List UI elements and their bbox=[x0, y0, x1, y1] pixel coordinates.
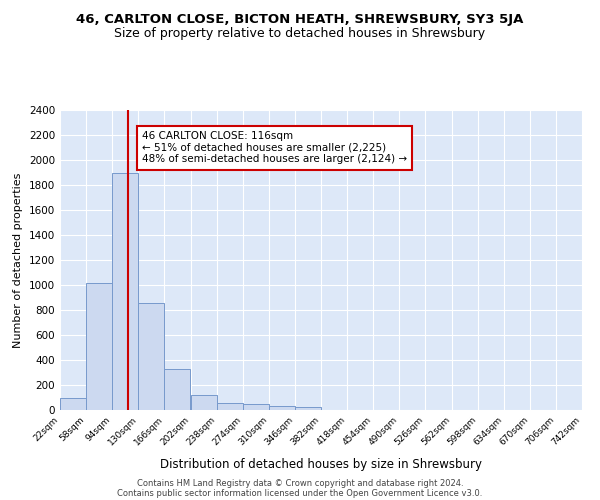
Y-axis label: Number of detached properties: Number of detached properties bbox=[13, 172, 23, 348]
Bar bbox=[191, 395, 217, 410]
Bar bbox=[139, 302, 164, 410]
Bar bbox=[164, 370, 190, 410]
Bar bbox=[60, 398, 86, 410]
Bar bbox=[86, 282, 112, 410]
Text: 46 CARLTON CLOSE: 116sqm
← 51% of detached houses are smaller (2,225)
48% of sem: 46 CARLTON CLOSE: 116sqm ← 51% of detach… bbox=[142, 131, 407, 164]
Bar bbox=[269, 406, 295, 410]
X-axis label: Distribution of detached houses by size in Shrewsbury: Distribution of detached houses by size … bbox=[160, 458, 482, 471]
Text: Size of property relative to detached houses in Shrewsbury: Size of property relative to detached ho… bbox=[115, 28, 485, 40]
Text: Contains HM Land Registry data © Crown copyright and database right 2024.: Contains HM Land Registry data © Crown c… bbox=[137, 478, 463, 488]
Text: Contains public sector information licensed under the Open Government Licence v3: Contains public sector information licen… bbox=[118, 488, 482, 498]
Bar bbox=[295, 407, 321, 410]
Bar bbox=[112, 172, 138, 410]
Text: 46, CARLTON CLOSE, BICTON HEATH, SHREWSBURY, SY3 5JA: 46, CARLTON CLOSE, BICTON HEATH, SHREWSB… bbox=[76, 12, 524, 26]
Bar bbox=[242, 404, 269, 410]
Bar bbox=[217, 403, 242, 410]
